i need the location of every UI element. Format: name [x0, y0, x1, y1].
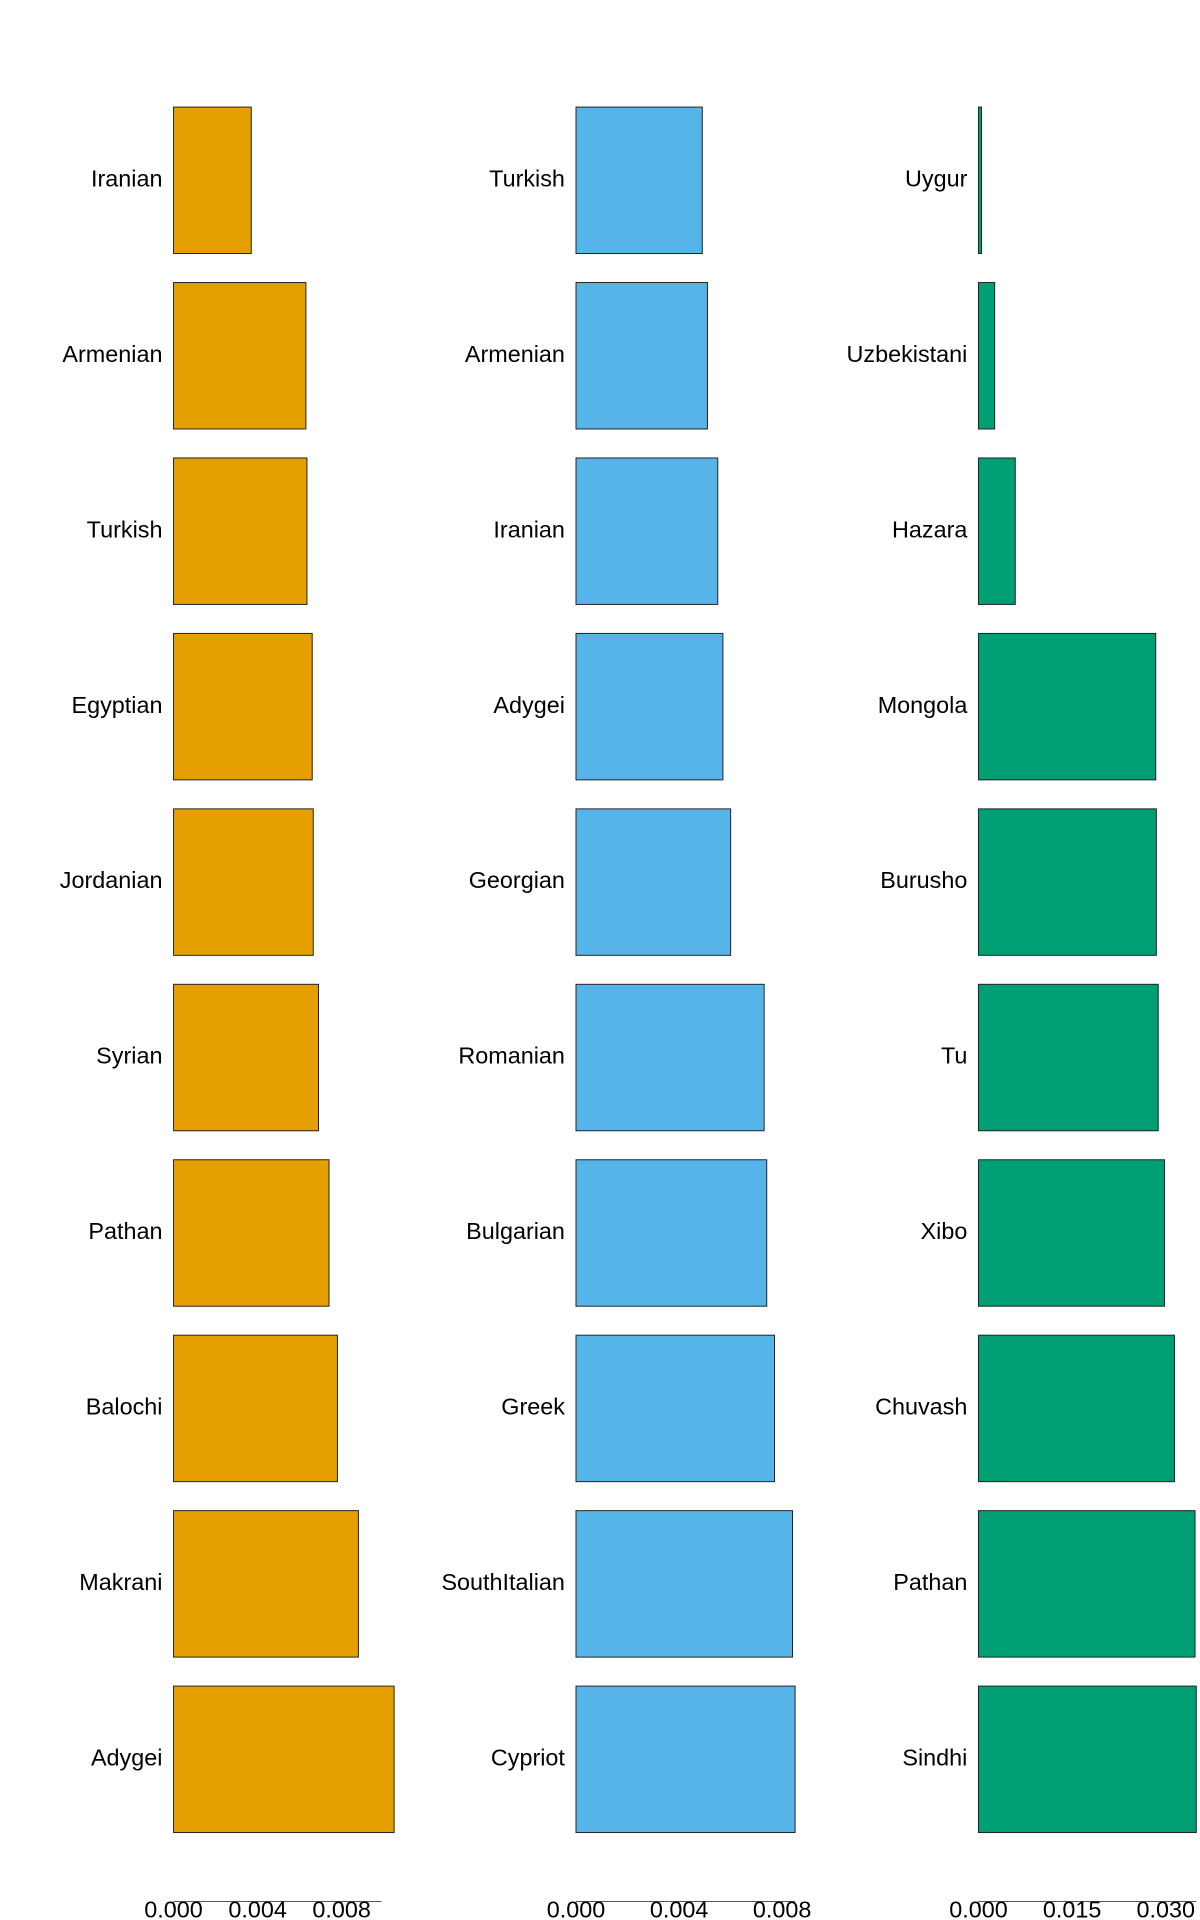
category-label: Cypriot — [491, 1744, 566, 1770]
x-tick-label: 0.008 — [753, 1897, 812, 1920]
category-label: Iranian — [91, 165, 162, 191]
category-label: Mongola — [878, 692, 968, 718]
category-label: Turkish — [87, 516, 163, 542]
category-label: Turkish — [489, 165, 565, 191]
x-tick-label: 0.004 — [650, 1897, 709, 1920]
bar — [173, 457, 308, 605]
category-label: Adygei — [493, 692, 564, 718]
bar — [173, 983, 320, 1132]
bar — [977, 457, 1016, 605]
category-label: Iranian — [493, 516, 564, 542]
x-tick-label: 0.004 — [228, 1897, 286, 1920]
bar — [977, 282, 996, 430]
x-tick-label: 0.000 — [144, 1897, 202, 1920]
bar — [173, 1159, 330, 1307]
bar — [575, 282, 708, 430]
bar — [575, 106, 703, 255]
bar — [173, 106, 252, 255]
category-label: Adygei — [91, 1744, 162, 1770]
category-label: Sindhi — [902, 1744, 967, 1770]
bar — [977, 1159, 1165, 1307]
bar — [575, 1159, 768, 1307]
category-label: Bulgarian — [466, 1218, 565, 1244]
category-label: Armenian — [465, 341, 565, 367]
category-label: Uzbekistani — [847, 341, 968, 367]
bar — [173, 632, 313, 781]
category-label: Pathan — [88, 1218, 162, 1244]
bar — [575, 808, 732, 956]
category-label: Tu — [941, 1043, 967, 1069]
x-tick-label: 0.008 — [312, 1897, 370, 1920]
category-label: Balochi — [86, 1394, 163, 1420]
category-label: Armenian — [62, 341, 162, 367]
bar — [173, 1685, 395, 1834]
bar — [173, 282, 307, 430]
category-label: Jordanian — [60, 867, 163, 893]
category-label: Hazara — [892, 516, 967, 542]
bar — [575, 1685, 796, 1834]
bar — [977, 1334, 1175, 1483]
x-tick-label: 0.030 — [1136, 1897, 1195, 1920]
x-tick-label: 0.000 — [949, 1897, 1008, 1920]
bar — [977, 1685, 1197, 1834]
category-label: Pathan — [893, 1569, 967, 1595]
category-label: Romanian — [458, 1043, 565, 1069]
bar — [977, 632, 1157, 781]
bar — [173, 808, 314, 956]
bar — [173, 1334, 338, 1483]
category-label: Xibo — [921, 1218, 968, 1244]
category-label: Greek — [501, 1394, 565, 1420]
bar — [977, 106, 983, 255]
bar — [575, 1334, 775, 1483]
category-label: SouthItalian — [441, 1569, 564, 1595]
bar — [977, 1510, 1196, 1658]
bar — [977, 808, 1157, 956]
bar — [575, 457, 719, 605]
category-label: Burusho — [880, 867, 967, 893]
bar — [575, 983, 765, 1132]
category-label: Uygur — [905, 165, 968, 191]
x-tick-label: 0.000 — [547, 1897, 606, 1920]
category-label: Makrani — [79, 1569, 162, 1595]
bar — [173, 1510, 359, 1658]
bar — [977, 983, 1159, 1132]
bar — [575, 632, 724, 781]
category-label: Egyptian — [71, 692, 162, 718]
category-label: Georgian — [469, 867, 565, 893]
category-label: Chuvash — [875, 1394, 967, 1420]
category-label: Syrian — [96, 1043, 162, 1069]
x-tick-label: 0.015 — [1043, 1897, 1102, 1920]
bar — [575, 1510, 793, 1658]
